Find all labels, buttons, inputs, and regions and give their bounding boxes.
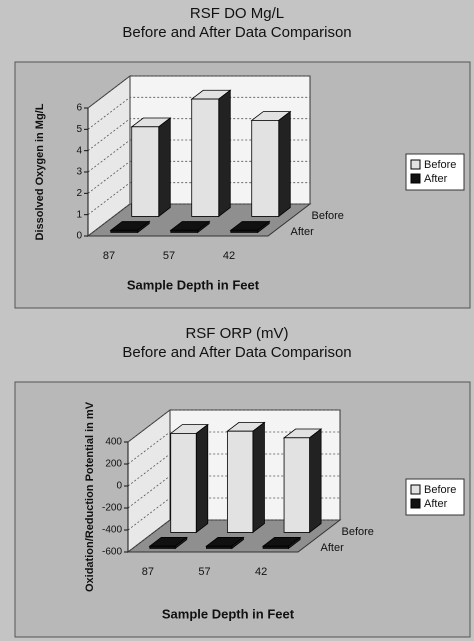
bar-side [309,428,322,534]
y-axis-label: Oxidation/Reduction Potential in mV [84,401,96,592]
legend-label: Before [424,159,456,171]
grid-line [87,160,310,194]
depth-label: After [321,542,345,554]
depth-label: After [291,226,315,238]
y-tick-label: 1 [76,209,82,220]
bar-side [278,110,291,218]
legend-label: Before [424,484,456,496]
grid-line [87,182,310,215]
legend-label: After [424,498,448,510]
y-tick-label: 200 [105,459,122,470]
chart-title: RSF DO Mg/L [190,5,284,22]
y-tick-label: 6 [76,103,82,114]
grid-line [87,96,310,130]
chart-title: RSF ORP (mV) [185,325,288,342]
bar-side [195,423,209,534]
grid-line [87,139,310,173]
bar [262,545,289,549]
legend-label: After [424,173,448,185]
bar [131,126,160,217]
y-tick-label: 4 [76,145,82,156]
y-axis-label: Dissolved Oxygen in Mg/L [34,103,46,240]
chart: RSF DO Mg/L Before and After Data Compari… [14,5,471,309]
bar-side [218,89,231,218]
depth-label: Before [312,210,344,222]
legend-swatch [410,173,421,184]
y-tick-label: -200 [102,503,122,514]
bar [170,229,199,233]
y-tick-label: 0 [76,231,82,242]
bar [251,120,280,217]
y-tick-label: 3 [76,167,82,178]
y-tick-label: 400 [105,437,122,448]
bar [283,437,310,533]
depth-label: Before [342,526,374,538]
grid-line [127,409,340,443]
y-tick-label: 0 [116,481,122,492]
x-tick-label: 57 [198,566,210,578]
bar [230,229,259,233]
chart: RSF ORP (mV) Before and After Data Compar… [14,325,471,638]
grid-line [127,431,340,465]
x-axis-label: Sample Depth in Feet [127,277,260,292]
legend-swatch [410,484,421,495]
grid-line [127,497,340,531]
x-tick-label: 87 [142,566,154,578]
x-tick-label: 42 [255,566,267,578]
grid-line [87,75,310,109]
y-tick-label: -400 [102,525,122,536]
legend-swatch [410,159,421,170]
x-tick-label: 87 [103,250,115,262]
y-tick-label: -600 [102,547,122,558]
legend-swatch [410,498,421,509]
grid-line [127,475,340,509]
grid-line [87,203,310,237]
bar [149,545,176,549]
chart-subtitle: Before and After Data Comparison [122,344,351,361]
x-tick-label: 42 [223,250,235,262]
bar [205,545,233,549]
y-tick-label: 5 [76,124,82,135]
chart-subtitle: Before and After Data Comparison [122,24,351,41]
grid-line [87,118,310,151]
bar [110,229,139,233]
grid-line [127,519,340,553]
grid-line [127,453,340,487]
bar [191,98,220,217]
y-tick-label: 2 [76,188,82,199]
bar [226,430,254,533]
x-axis-label: Sample Depth in Feet [162,606,295,621]
x-tick-label: 57 [163,250,175,262]
bar-side [158,117,171,218]
bar [170,433,197,533]
bar-side [252,421,265,534]
